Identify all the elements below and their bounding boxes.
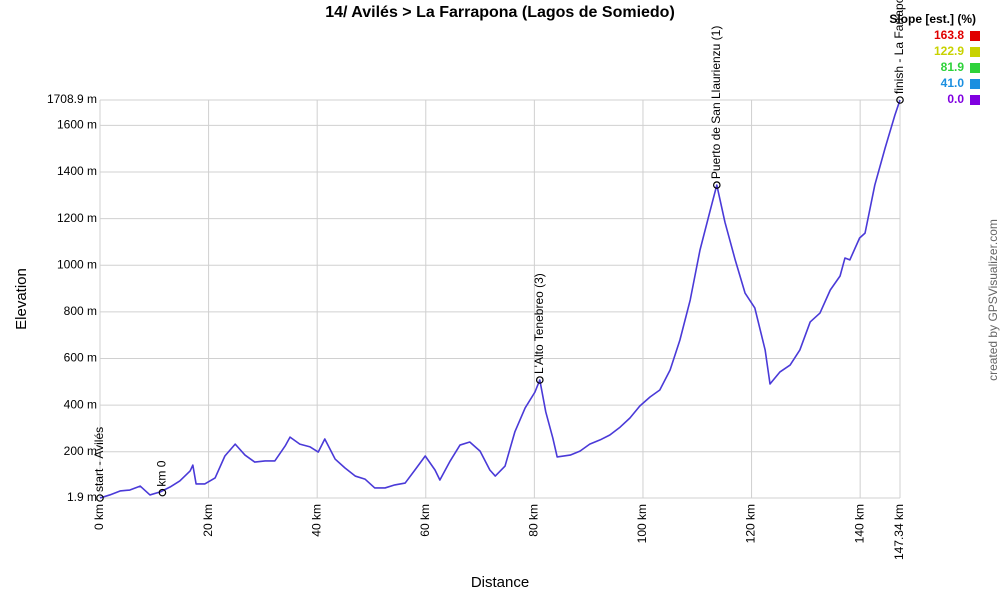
legend-swatch: [970, 95, 980, 105]
waypoint-label: finish - La Farrapona: [892, 0, 906, 94]
x-tick-label: 0 km: [92, 504, 106, 530]
credit: created by GPSVisualizer.com: [986, 219, 1000, 381]
legend-label: 163.8: [934, 28, 964, 42]
waypoint-label: start - Avilés: [92, 427, 106, 492]
y-axis-title: Elevation: [13, 268, 30, 330]
waypoint-marker: [96, 494, 104, 502]
y-tick-label: 1600 m: [57, 118, 97, 132]
y-tick-label: 1000 m: [57, 257, 97, 271]
x-tick-label: 20 km: [201, 504, 215, 537]
waypoint-label: Puerto de San Llaurienzu (1): [709, 26, 723, 179]
legend-swatch: [970, 79, 980, 89]
legend-label: 41.0: [941, 76, 965, 90]
legend-swatch: [970, 47, 980, 57]
x-tick-label: 147.34 km: [892, 504, 906, 560]
waypoint-marker: [535, 376, 544, 384]
x-tick-label: 140 km: [852, 504, 866, 543]
y-tick-label: 400 m: [64, 397, 97, 411]
legend-title: Slope [est.] (%): [889, 12, 976, 26]
y-tick-label: 1.9 m: [67, 490, 97, 504]
elevation-line: [99, 99, 901, 499]
x-tick-label: 120 km: [744, 504, 758, 543]
y-tick-label: 1200 m: [57, 211, 97, 225]
legend-label: 0.0: [947, 92, 964, 106]
y-tick-label: 800 m: [64, 304, 97, 318]
x-tick-label: 40 km: [309, 504, 323, 537]
legend-swatch: [970, 31, 980, 41]
waypoint-marker: [713, 181, 721, 189]
x-axis-title: Distance: [471, 574, 529, 591]
x-tick-label: 80 km: [527, 504, 541, 537]
legend-label: 81.9: [941, 60, 965, 74]
y-tick-label: 1400 m: [57, 164, 97, 178]
waypoint-marker: [896, 96, 904, 104]
waypoint-label: km 0: [155, 460, 169, 486]
legend-label: 122.9: [934, 44, 964, 58]
waypoint-label: L'Alto Tenebreo (3): [532, 273, 546, 374]
chart-title: 14/ Avilés > La Farrapona (Lagos de Somi…: [325, 4, 675, 21]
legend-swatch: [970, 63, 980, 73]
x-tick-label: 100 km: [635, 504, 649, 543]
waypoint-marker: [158, 488, 167, 497]
y-tick-label: 200 m: [64, 444, 97, 458]
y-tick-label: 600 m: [64, 351, 97, 365]
x-tick-label: 60 km: [418, 504, 432, 537]
y-tick-label: 1708.9 m: [47, 92, 97, 106]
